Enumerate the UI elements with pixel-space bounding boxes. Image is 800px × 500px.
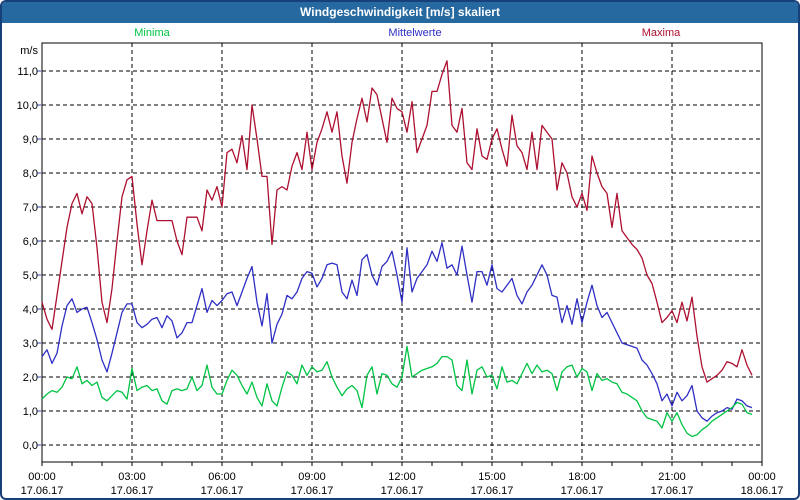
window-title-bar: Windgeschwindigkeit [m/s] skaliert xyxy=(2,2,798,23)
y-tick-label: 8,0 xyxy=(23,168,38,180)
series-line-mittelwerte xyxy=(41,242,753,422)
series-line-minima xyxy=(41,345,753,438)
y-axis-unit-label: m/s xyxy=(20,45,38,57)
x-tick-time-label: 03:00 xyxy=(118,471,146,483)
y-tick-label: 10,0 xyxy=(17,100,38,112)
x-tick-date-label: 17.06.17 xyxy=(291,485,334,497)
x-tick-date-label: 17.06.17 xyxy=(21,485,64,497)
x-tick-time-label: 00:00 xyxy=(748,471,776,483)
x-tick-time-label: 21:00 xyxy=(658,471,686,483)
window-title: Windgeschwindigkeit [m/s] skaliert xyxy=(300,5,500,19)
x-tick-date-label: 17.06.17 xyxy=(111,485,154,497)
y-tick-label: 2,0 xyxy=(23,372,38,384)
y-tick-label: 1,0 xyxy=(23,406,38,418)
y-tick-label: 6,0 xyxy=(23,236,38,248)
x-tick-date-label: 18.06.17 xyxy=(741,485,784,497)
x-tick-date-label: 17.06.17 xyxy=(201,485,244,497)
y-tick-label: 5,0 xyxy=(23,270,38,282)
series-line-maxima xyxy=(41,60,753,383)
legend-maxima: Maxima xyxy=(641,27,681,39)
x-tick-date-label: 17.06.17 xyxy=(561,485,604,497)
y-tick-label: 3,0 xyxy=(23,338,38,350)
x-tick-time-label: 06:00 xyxy=(208,471,236,483)
y-tick-label: 9,0 xyxy=(23,134,38,146)
plot-border xyxy=(41,42,763,463)
y-tick-label: 4,0 xyxy=(23,304,38,316)
legend-minima: Minima xyxy=(134,27,170,39)
x-tick-time-label: 12:00 xyxy=(388,471,416,483)
x-tick-time-label: 15:00 xyxy=(478,471,506,483)
y-tick-label: 11,0 xyxy=(17,66,38,78)
x-tick-time-label: 18:00 xyxy=(568,471,596,483)
y-tick-label: 7,0 xyxy=(23,202,38,214)
x-tick-date-label: 17.06.17 xyxy=(651,485,694,497)
x-tick-time-label: 00:00 xyxy=(28,471,56,483)
legend-mittelwerte: Mittelwerte xyxy=(388,27,442,39)
y-tick-label: 0,0 xyxy=(23,440,38,452)
x-tick-date-label: 17.06.17 xyxy=(381,485,424,497)
x-tick-time-label: 09:00 xyxy=(298,471,326,483)
x-tick-date-label: 17.06.17 xyxy=(471,485,514,497)
